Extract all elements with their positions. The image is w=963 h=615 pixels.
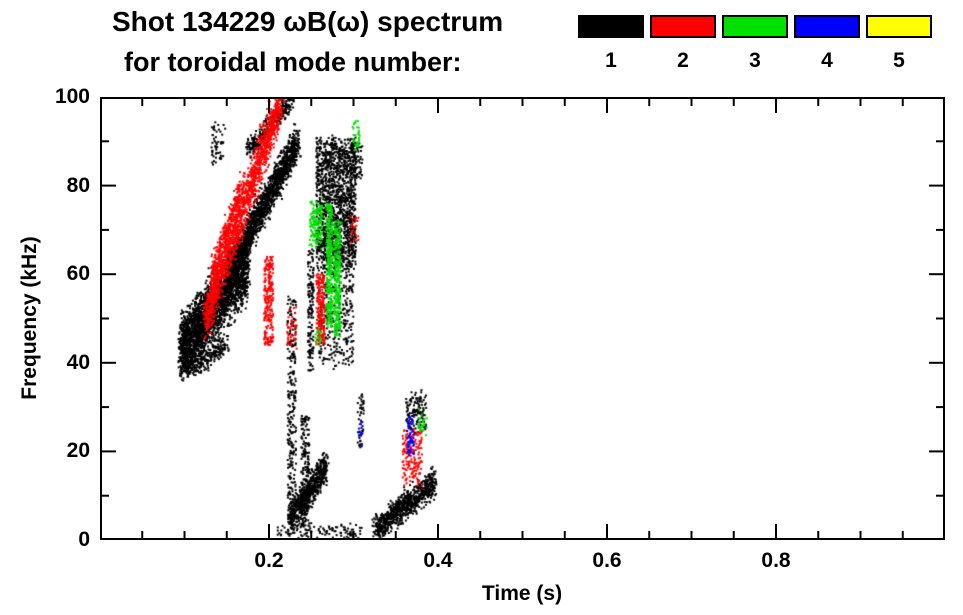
- plot-frame: [100, 97, 945, 540]
- plot-subtitle: for toroidal mode number:: [124, 47, 462, 77]
- x-axis-label: Time (s): [481, 582, 563, 605]
- x-tick-label: 0.6: [592, 549, 622, 572]
- y-tick-label: 80: [66, 173, 90, 197]
- y-tick-label: 60: [66, 262, 90, 286]
- y-tick-label: 40: [66, 350, 90, 374]
- x-tick-label: 0.2: [254, 549, 284, 572]
- x-tick-label: 0.4: [423, 549, 453, 572]
- x-tick-label: 0.8: [761, 549, 791, 572]
- plot-area: [100, 97, 945, 540]
- legend-label-mode-5: 5: [893, 49, 905, 72]
- legend-label-mode-2: 2: [677, 49, 689, 72]
- legend-swatch-mode-3: [722, 15, 788, 38]
- legend-label-mode-4: 4: [821, 49, 833, 72]
- legend-swatch-mode-4: [794, 15, 860, 38]
- legend-swatch-mode-2: [650, 15, 716, 38]
- axes-frame: [100, 97, 945, 540]
- legend-swatch-mode-5: [866, 15, 932, 38]
- legend-swatch-mode-1: [578, 15, 644, 38]
- legend-labels: 1 2 3 4 5: [575, 49, 935, 73]
- y-tick-label: 20: [66, 439, 90, 463]
- plot-title: Shot 134229 ωB(ω) spectrum: [112, 6, 504, 37]
- legend-label-mode-3: 3: [749, 49, 761, 72]
- spectrogram-canvas: [100, 97, 945, 540]
- legend: [578, 15, 932, 38]
- y-tick-label: 0: [78, 528, 90, 551]
- y-tick-label: 100: [54, 85, 90, 108]
- legend-label-mode-1: 1: [605, 49, 617, 72]
